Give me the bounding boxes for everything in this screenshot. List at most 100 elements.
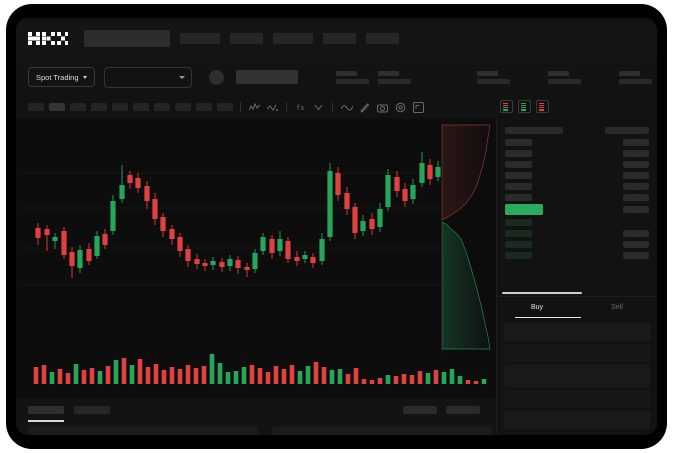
orderbook-ask-row[interactable] (503, 137, 651, 148)
orderbook-layout-bids-icon[interactable] (518, 100, 531, 113)
stat-label (476, 70, 498, 76)
tab-order-history[interactable] (74, 406, 110, 414)
stat-value (476, 78, 510, 84)
orderbook-col-size (605, 127, 649, 134)
nav-item-3[interactable] (273, 32, 313, 44)
amount-field[interactable] (504, 365, 650, 387)
market-depth-chart (441, 123, 492, 353)
stat-value (335, 78, 369, 84)
global-search-input[interactable] (84, 29, 170, 47)
tab-sell[interactable]: Sell (577, 297, 657, 318)
timeframe-button-9[interactable] (196, 103, 212, 111)
asks-depth-area (441, 124, 491, 221)
indicator-icon[interactable]: fx (294, 101, 307, 114)
chart-type-chevron-icon[interactable] (312, 101, 325, 114)
order-form (497, 318, 657, 429)
spread-price-highlight (505, 204, 543, 215)
pencil-icon[interactable] (358, 101, 371, 114)
coin-avatar (208, 69, 224, 85)
timeframe-button-6[interactable] (133, 103, 149, 111)
camera-icon[interactable] (376, 101, 389, 114)
orderbook-bid-row[interactable] (503, 239, 651, 250)
timeframe-button-4[interactable] (91, 103, 107, 111)
timeframe-button-10[interactable] (217, 103, 233, 111)
candlestick-chart (20, 152, 492, 384)
fullscreen-icon[interactable] (412, 101, 425, 114)
trading-mode-label: Spot Trading (36, 72, 79, 82)
order-book[interactable] (497, 118, 657, 296)
stat-high-24h (476, 70, 510, 84)
active-buysell-indicator (515, 316, 581, 318)
orderbook-header-row (503, 126, 651, 137)
stat-volume-24h (618, 70, 652, 84)
orderbook-spread-row[interactable] (503, 203, 651, 217)
wave-icon[interactable] (340, 101, 353, 114)
timeframe-button-8[interactable] (175, 103, 191, 111)
orders-panel (16, 398, 496, 435)
orderbook-col-price (505, 127, 563, 134)
orderbook-bid-row[interactable] (503, 228, 651, 239)
order-type-field[interactable] (504, 323, 650, 341)
orderbook-layout-both-icon[interactable] (500, 100, 513, 113)
trading-pair-selector[interactable] (103, 66, 192, 88)
bottom-action-1[interactable] (403, 406, 437, 414)
nav-item-2[interactable] (230, 32, 263, 44)
settings-gear-icon[interactable] (394, 101, 407, 114)
okx-logo[interactable] (28, 31, 68, 46)
svg-text:fx: fx (296, 104, 304, 112)
tab-sell-label: Sell (611, 304, 623, 311)
top-navigation-bar (16, 18, 657, 58)
total-field[interactable] (504, 390, 650, 408)
pair-name-label (235, 70, 298, 84)
orderbook-bid-row[interactable] (503, 217, 651, 228)
toolbar-divider (286, 102, 287, 112)
active-tab-indicator (28, 420, 64, 422)
orders-placeholder-left (28, 426, 258, 435)
stat-label (618, 70, 640, 76)
orderbook-ask-row[interactable] (503, 148, 651, 159)
stat-label (547, 70, 569, 76)
chevron-down-icon (178, 75, 185, 79)
chart-toolbar: fx (16, 96, 657, 118)
chevron-down-icon (82, 75, 87, 79)
tab-buy[interactable]: Buy (497, 297, 577, 318)
timeframe-button-7[interactable] (154, 103, 170, 111)
bids-depth-area (441, 221, 491, 350)
orderbook-bid-row[interactable] (503, 250, 651, 261)
stat-last-price (335, 70, 369, 84)
stat-change-24h (377, 70, 411, 84)
orderbook-layout-asks-icon[interactable] (536, 100, 549, 113)
device-frame: Spot Trading (6, 4, 667, 449)
buy-sell-tab-group: Buy Sell (497, 296, 657, 318)
tab-buy-label: Buy (530, 304, 544, 311)
depth-area-svg (441, 124, 491, 350)
toolbar-divider (332, 102, 333, 112)
stat-value (618, 78, 652, 84)
price-chart-panel[interactable] (16, 118, 496, 398)
timeframe-button-3[interactable] (70, 103, 86, 111)
orderbook-ask-row[interactable] (503, 192, 651, 203)
trading-mode-selector[interactable]: Spot Trading (28, 67, 95, 87)
timeframe-button-5[interactable] (112, 103, 128, 111)
orders-placeholder-right (272, 426, 492, 435)
market-ticker-bar: Spot Trading (16, 58, 657, 96)
bottom-action-2[interactable] (446, 406, 480, 414)
orderbook-ask-row[interactable] (503, 159, 651, 170)
orderbook-ask-row[interactable] (503, 181, 651, 192)
stat-label (377, 70, 399, 76)
nav-item-4[interactable] (323, 32, 356, 44)
tab-open-orders[interactable] (28, 406, 64, 414)
orderbook-ask-row[interactable] (503, 170, 651, 181)
timeframe-button-1[interactable] (28, 103, 44, 111)
stat-low-24h (547, 70, 581, 84)
line-chart-icon[interactable] (248, 101, 261, 114)
nav-item-1[interactable] (180, 32, 220, 44)
nav-item-5[interactable] (366, 32, 399, 44)
orderbook-scrollbar[interactable] (502, 292, 582, 294)
timeframe-button-2[interactable] (49, 103, 65, 111)
right-trading-panel: Buy Sell (496, 118, 657, 435)
price-field[interactable] (504, 344, 650, 362)
stat-value (377, 78, 411, 84)
order-summary-row (504, 411, 650, 429)
bar-chart-icon[interactable] (266, 101, 279, 114)
